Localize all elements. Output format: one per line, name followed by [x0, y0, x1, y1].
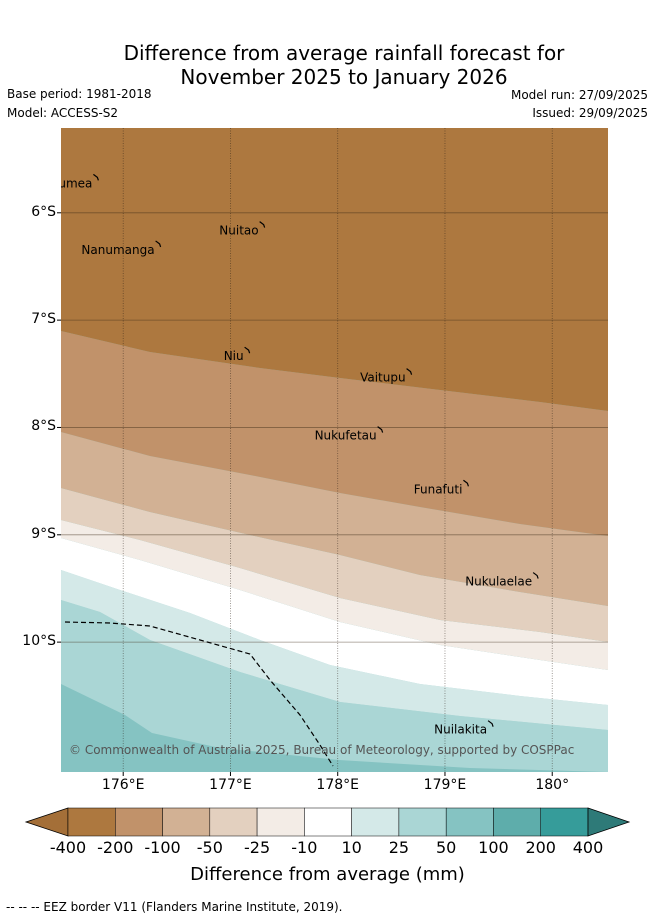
band-minus25-50	[61, 488, 608, 642]
island-label: Nukufetau	[315, 429, 377, 443]
model-run: Model run: 27/09/2025	[510, 88, 648, 102]
band-minus50-100	[61, 432, 608, 606]
colorbar-tick-label: -10	[291, 838, 318, 857]
eez-border	[64, 621, 334, 767]
title-line-2: November 2025 to January 2026	[180, 65, 508, 89]
island-niu: Niu	[224, 346, 251, 363]
colorbar-segment	[115, 807, 163, 837]
lon-label: 177°E	[209, 777, 252, 793]
islands: Nanumea Nuitao Nanumanga Niu Vaitupu Nukufeta…	[34, 173, 539, 737]
colorbar-segment	[445, 807, 494, 837]
island-label: Niu	[224, 349, 244, 363]
island-funafuti: Funafuti	[414, 479, 469, 496]
colorbar-segment	[351, 807, 400, 837]
island-shape	[259, 221, 266, 228]
colorbar	[24, 807, 631, 837]
island-nukufetau: Nukufetau	[315, 426, 384, 443]
lat-label: 8°S	[31, 418, 56, 435]
lon-label: 178°E	[316, 777, 359, 793]
lon-label: 179°E	[423, 777, 467, 793]
colorbar-tick-label: 400	[572, 838, 604, 857]
map-area: Nanumea Nuitao Nanumanga Niu Vaitupu Nukufeta…	[34, 128, 608, 772]
island-shape	[487, 720, 494, 727]
colorbar-tick-label: 50	[435, 838, 457, 857]
colorbar-extend-low	[24, 807, 69, 837]
band-minus200-400	[61, 128, 608, 411]
island-vaitupu: Vaitupu	[360, 368, 413, 385]
map-title: Difference from average rainfall forecas…	[0, 41, 655, 89]
band-10-25	[61, 570, 608, 730]
band-minus100-200	[61, 331, 608, 536]
island-nuitao: Nuitao	[219, 221, 266, 238]
colorbar-tick-label: -50	[196, 838, 223, 857]
band-100-plus	[61, 684, 608, 772]
colorbar-extend-high	[587, 807, 631, 837]
colorbar-tick-label: -400	[49, 838, 87, 857]
island-nanumea: Nanumea	[34, 173, 99, 190]
island-label: Vaitupu	[360, 371, 406, 385]
colorbar-title: Difference from average (mm)	[190, 864, 465, 885]
island-label: Nuilakita	[434, 723, 487, 737]
island-shape	[155, 240, 162, 248]
footnote: -- -- -- EEZ border V11 (Flanders Marine…	[6, 900, 343, 914]
title-line-1: Difference from average rainfall forecas…	[123, 41, 565, 65]
island-shape	[406, 368, 413, 375]
island-shape	[532, 572, 539, 579]
colorbar-tick-label: -200	[97, 838, 134, 857]
island-shape	[377, 426, 384, 433]
band-minus10-25	[61, 520, 608, 670]
colorbar-segment	[398, 807, 447, 837]
island-nukulaelae: Nukulaelae	[465, 572, 539, 589]
island-shape	[463, 479, 469, 487]
issued-date: Issued: 29/09/2025	[532, 106, 648, 120]
base-period: Base period: 1981-2018	[7, 87, 152, 101]
copyright: © Commonwealth of Australia 2025, Bureau…	[69, 743, 574, 757]
colorbar-segment	[162, 807, 211, 837]
colorbar-tick-label: -25	[244, 838, 271, 857]
colorbar-tick-label: 10	[341, 838, 362, 857]
island-shape	[93, 173, 99, 181]
band-25-50	[61, 600, 608, 772]
lon-label: 176°E	[101, 777, 145, 793]
lat-label: 6°S	[31, 203, 56, 220]
island-shape	[244, 346, 251, 354]
lat-label: 10°S	[22, 633, 56, 650]
colorbar-tick-label: -100	[144, 838, 181, 857]
band-neutral	[61, 538, 608, 705]
colorbar-segment	[304, 807, 352, 837]
colorbar-segment	[256, 807, 305, 837]
colorbar-segment	[209, 807, 258, 837]
island-label: Nukulaelae	[465, 575, 532, 589]
lat-label: 9°S	[31, 525, 56, 542]
model-name: Model: ACCESS-S2	[7, 106, 119, 120]
island-label: Nanumanga	[81, 243, 154, 257]
colorbar-tick-label: 200	[525, 838, 556, 857]
axis-ticks	[57, 212, 553, 776]
graticule	[61, 128, 608, 772]
colorbar-segment	[493, 807, 541, 837]
island-label: Nuitao	[219, 224, 258, 238]
colorbar-segment	[540, 807, 589, 837]
colorbar-segment	[67, 807, 116, 837]
island-label: Nanumea	[34, 176, 92, 190]
island-nuilakita: Nuilakita	[434, 720, 494, 737]
island-nanumanga: Nanumanga	[81, 240, 162, 257]
island-label: Funafuti	[414, 482, 463, 496]
colorbar-tick-label: 100	[478, 838, 509, 857]
colorbar-tick-label: 25	[388, 838, 410, 857]
lon-label: 180°	[535, 777, 570, 793]
lat-label: 7°S	[31, 311, 56, 328]
